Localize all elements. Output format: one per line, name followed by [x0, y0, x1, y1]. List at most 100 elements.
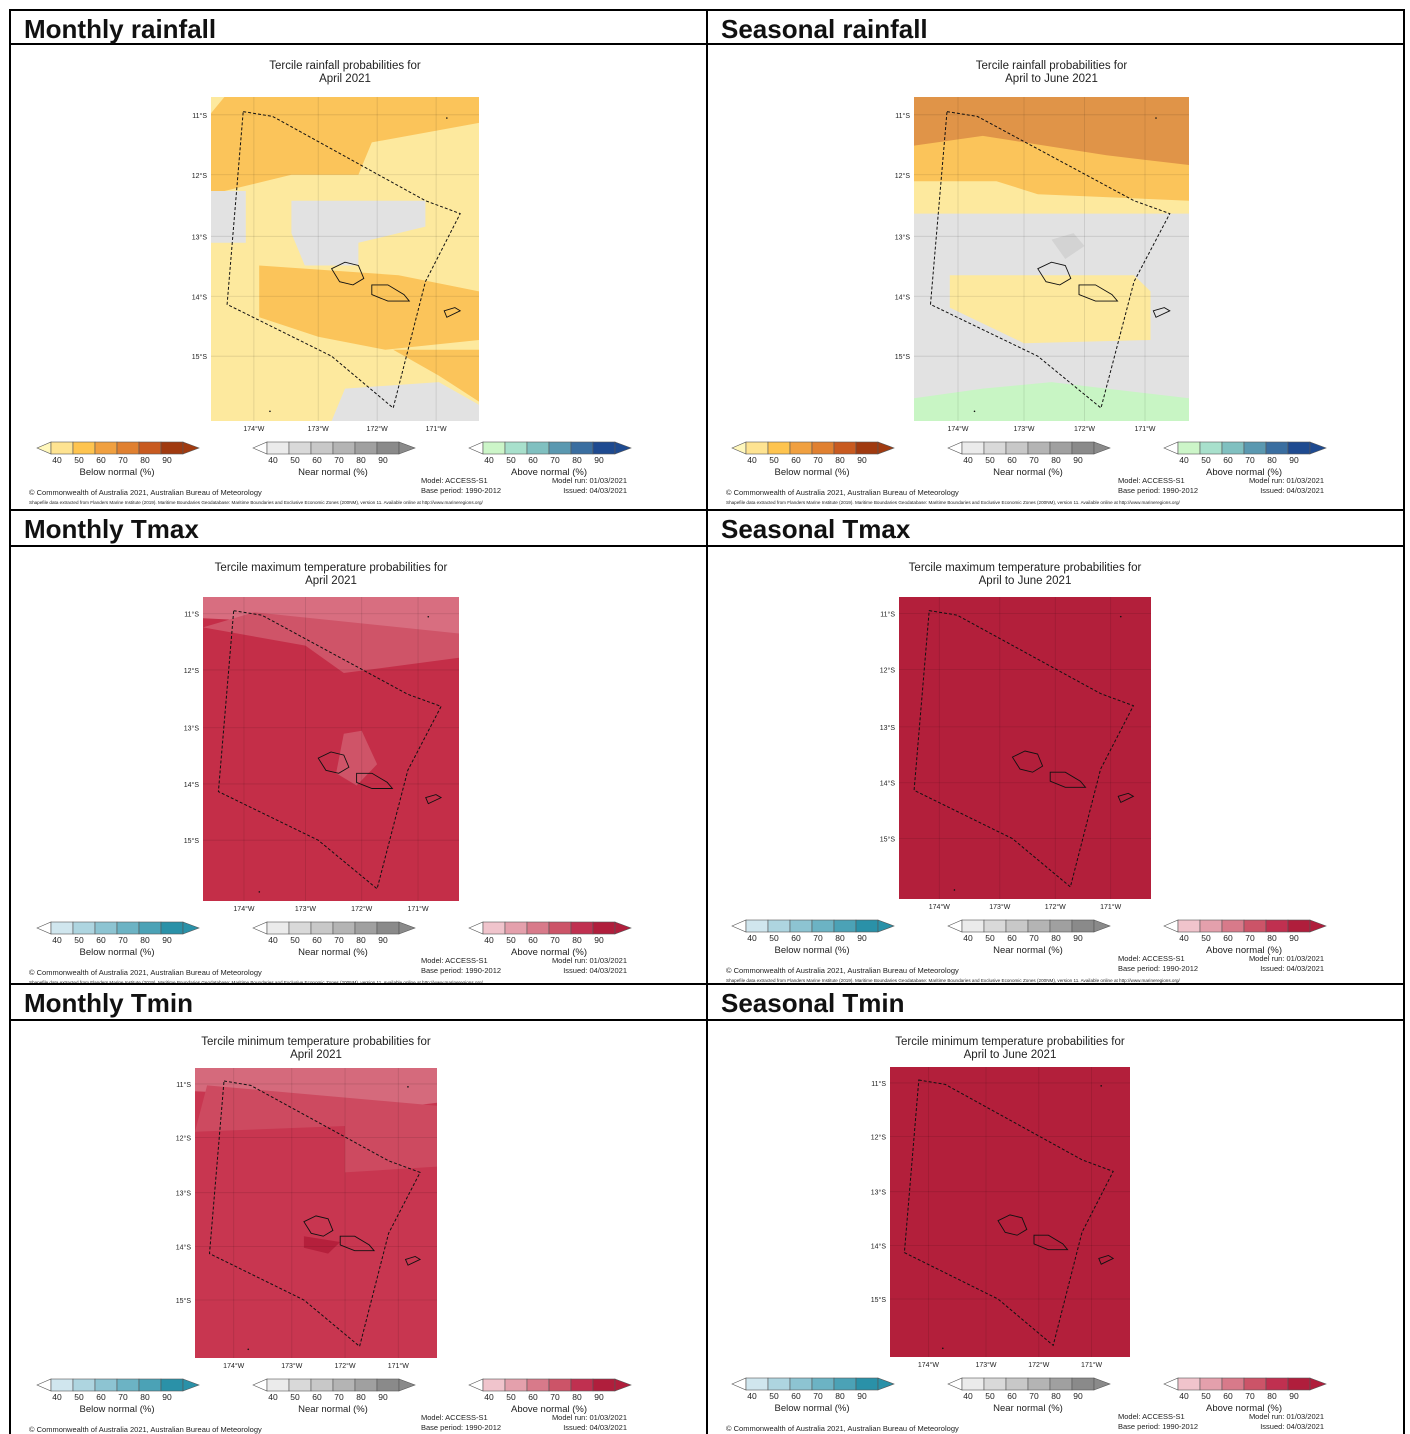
- above-colorbar-min-arrow: [1163, 919, 1179, 933]
- eez-boundary: [217, 610, 442, 890]
- above-colorbar-tick: 90: [594, 455, 604, 465]
- below-colorbar-tick: 50: [769, 933, 779, 943]
- tutuila-island: [1098, 1255, 1115, 1265]
- near-colorbar-tick: 80: [1051, 933, 1061, 943]
- below-colorbar-label: Below normal (%): [775, 945, 850, 956]
- footer-model-run: Model run: 01/03/2021: [1249, 954, 1324, 963]
- lat-label: 15°S: [184, 837, 200, 845]
- near-colorbar-segment: [332, 921, 356, 935]
- below-colorbar-segment: [745, 919, 769, 933]
- below-colorbar-tick: 90: [162, 935, 172, 945]
- near-colorbar-tick: 50: [290, 1392, 300, 1402]
- lat-label: 12°S: [192, 172, 208, 180]
- above-colorbar-segment: [1265, 919, 1289, 933]
- below-colorbar-tick: 50: [74, 1392, 84, 1402]
- near-colorbar-segment: [1071, 1377, 1095, 1391]
- above-green-south: [914, 382, 1189, 421]
- below-colorbar-tick: 60: [791, 1391, 801, 1401]
- above-colorbar-segment: [592, 1378, 616, 1392]
- above-colorbar-max-arrow: [614, 921, 632, 935]
- below-colorbar-segment: [833, 441, 857, 455]
- above-colorbar-segment: [1287, 1377, 1311, 1391]
- temp-solid-field: [899, 597, 1151, 899]
- below-colorbar-tick: 60: [96, 1392, 106, 1402]
- small-island: [269, 410, 271, 413]
- near-colorbar-tick: 40: [268, 1392, 278, 1402]
- map-group: Tercile minimum temperature probabilitie…: [29, 1036, 632, 1434]
- below-colorbar-tick: 90: [857, 1391, 867, 1401]
- forecast-field: [203, 597, 459, 901]
- lat-label: 14°S: [176, 1243, 192, 1251]
- swains-island: [407, 1086, 409, 1088]
- near-colorbar-tick: 80: [356, 935, 366, 945]
- near-colorbar-max-arrow: [1093, 441, 1111, 455]
- footer-issued: Issued: 04/03/2021: [563, 486, 627, 495]
- above-colorbar-tick: 80: [1267, 933, 1277, 943]
- lat-label: 13°S: [176, 1190, 192, 1198]
- above-colorbar-segment: [1243, 919, 1267, 933]
- near-colorbar-segment: [1005, 1377, 1029, 1391]
- above-colorbar-max-arrow: [1309, 441, 1327, 455]
- above-colorbar-tick: 40: [1179, 455, 1189, 465]
- header-monthly-rainfall: Monthly rainfall: [24, 14, 217, 44]
- above-colorbar-segment: [1287, 919, 1311, 933]
- tmax-light-center: [336, 730, 378, 786]
- above-colorbar-max-arrow: [1309, 1377, 1327, 1391]
- lon-label: 171°W: [388, 1362, 409, 1370]
- below-colorbar-segment: [767, 1377, 791, 1391]
- near-colorbar-segment: [961, 441, 985, 455]
- table-border-left: [9, 9, 11, 1434]
- footer-copyright: © Commonwealth of Australia 2021, Austra…: [29, 968, 262, 977]
- near-colorbar-tick: 90: [1073, 933, 1083, 943]
- near-colorbar-segment: [983, 441, 1007, 455]
- lon-label: 173°W: [295, 905, 316, 913]
- upolu-island: [371, 284, 411, 302]
- below-colorbar-tick: 90: [162, 1392, 172, 1402]
- near-colorbar-tick: 90: [378, 455, 388, 465]
- footer-shapefile: Shapefile data extracted from Flanders M…: [726, 500, 1181, 505]
- above-colorbar-tick: 50: [506, 1392, 516, 1402]
- footer-base-period: Base period: 1990-2012: [421, 486, 501, 495]
- footer-issued: Issued: 04/03/2021: [1260, 964, 1324, 973]
- above-colorbar-tick: 60: [1223, 933, 1233, 943]
- forecast-table: Monthly rainfall Seasonal rainfall Month…: [9, 9, 1405, 1434]
- near-colorbar-segment: [288, 1378, 312, 1392]
- above-colorbar-segment: [1199, 1377, 1223, 1391]
- near-colorbar-tick: 50: [290, 455, 300, 465]
- eez-boundary: [226, 111, 461, 409]
- above-colorbar-tick: 60: [528, 455, 538, 465]
- near-colorbar-segment: [266, 921, 290, 935]
- near-colorbar-tick: 60: [1007, 1391, 1017, 1401]
- tutuila-island: [425, 794, 443, 805]
- footer-model: Model: ACCESS-S1: [1118, 476, 1185, 485]
- map-subtitle: April to June 2021: [964, 1049, 1057, 1061]
- above-colorbar-min-arrow: [468, 921, 484, 935]
- lon-label: 172°W: [1074, 425, 1095, 433]
- map-seasonal-tmax: Tercile maximum temperature probabilitie…: [726, 562, 1327, 983]
- tutuila-island: [443, 307, 462, 318]
- near-colorbar-tick: 60: [1007, 933, 1017, 943]
- footer-issued: Issued: 04/03/2021: [563, 1423, 627, 1432]
- above-colorbar-tick: 40: [484, 935, 494, 945]
- near-colorbar-min-arrow: [947, 919, 963, 933]
- map-title: Tercile minimum temperature probabilitie…: [895, 1036, 1125, 1048]
- savaii-island: [1011, 750, 1044, 773]
- lat-label: 14°S: [184, 781, 200, 789]
- above-colorbar-tick: 70: [550, 1392, 560, 1402]
- lat-label: 11°S: [871, 1080, 886, 1088]
- near-colorbar-segment: [961, 919, 985, 933]
- map-group: Tercile maximum temperature probabilitie…: [726, 562, 1327, 983]
- near-colorbar-tick: 40: [268, 935, 278, 945]
- lat-label: 12°S: [871, 1134, 887, 1142]
- near-colorbar-min-arrow: [947, 1377, 963, 1391]
- near-colorbar-tick: 90: [378, 1392, 388, 1402]
- footer-shapefile: Shapefile data extracted from Flanders M…: [29, 500, 484, 505]
- near-colorbar-tick: 40: [963, 933, 973, 943]
- lat-label: 12°S: [895, 172, 911, 180]
- below-colorbar-segment: [50, 921, 74, 935]
- below-colorbar-segment: [116, 1378, 140, 1392]
- near-colorbar-tick: 50: [985, 1391, 995, 1401]
- footer-model-run: Model run: 01/03/2021: [1249, 1412, 1324, 1421]
- below-colorbar-tick: 80: [835, 933, 845, 943]
- near-colorbar-tick: 60: [312, 1392, 322, 1402]
